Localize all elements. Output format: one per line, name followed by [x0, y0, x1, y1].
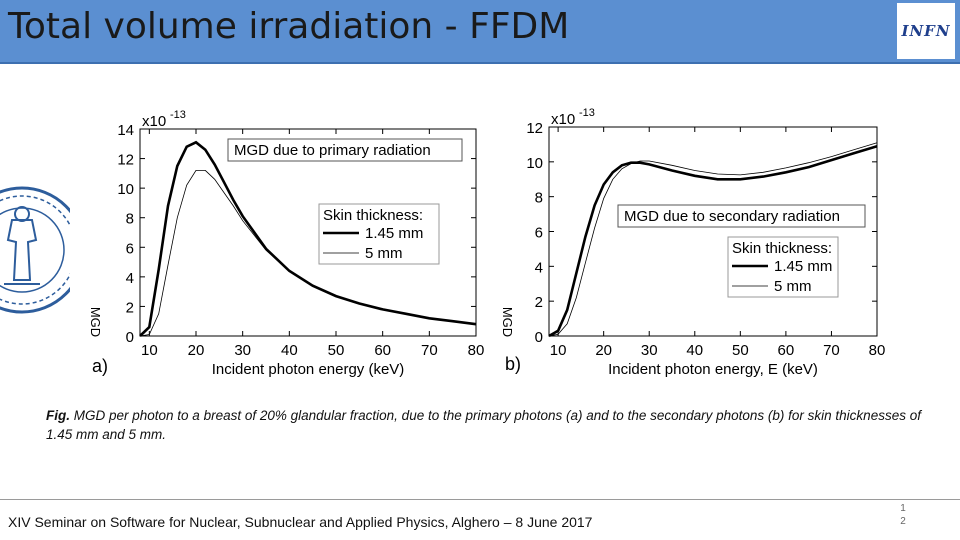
- c1-x-tick-label: 80: [869, 342, 886, 359]
- c1-x-axis-label: Incident photon energy, E (keV): [608, 361, 818, 378]
- c0-y-tick-label: 2: [126, 299, 134, 316]
- c0-y-tick-label: 8: [126, 211, 134, 228]
- page-number: 1 2: [898, 502, 908, 528]
- chart-primary-radiation: 0 2 4 6 8 10 12 14 10 20 30 40 50 60 70 80 x10 -13 MGD Inci…: [85, 100, 495, 390]
- c1-multiplier-exponent: -13: [579, 107, 595, 119]
- c0-y-tick-label: 12: [117, 152, 134, 169]
- c1-x-tick-label: 30: [641, 342, 658, 359]
- c1-y-tick-label: 8: [535, 190, 543, 207]
- c0-x-axis-label: Incident photon energy (keV): [212, 361, 405, 378]
- caption-text: MGD per photon to a breast of 20% glandu…: [46, 408, 921, 442]
- c0-legend-entry-1: 5 mm: [365, 245, 403, 262]
- c1-y-tick-label: 2: [535, 294, 543, 311]
- c1-legend-entry-0: 1.45 mm: [774, 258, 832, 275]
- c1-y-tick-label: 6: [535, 225, 543, 242]
- c0-panel-label: a): [92, 356, 108, 376]
- c1-y-tick-label: 0: [535, 329, 543, 346]
- c0-y-tick-label: 4: [126, 270, 134, 287]
- c1-x-tick-label: 10: [550, 342, 567, 359]
- c0-y-tick-label: 14: [117, 122, 134, 139]
- c1-panel-label: b): [505, 354, 521, 374]
- logo-text: INFN: [901, 22, 951, 40]
- university-seal-icon: [0, 186, 70, 314]
- c0-plot-frame: [139, 128, 477, 337]
- c0-x-tick-label: 30: [234, 342, 251, 359]
- c1-y-tick-label: 12: [526, 120, 543, 137]
- c0-y-axis-label: MGD: [88, 307, 103, 337]
- c1-x-tick-label: 70: [823, 342, 840, 359]
- c1-y-tick-label: 4: [535, 259, 543, 276]
- c0-x-tick-label: 20: [188, 342, 205, 359]
- c1-legend-entry-1: 5 mm: [774, 278, 812, 295]
- c0-box-label-text: MGD due to primary radiation: [234, 142, 431, 159]
- c0-y-tick-label: 6: [126, 240, 134, 257]
- c0-legend-title: Skin thickness:: [323, 207, 423, 224]
- c1-plot-frame: [548, 126, 878, 337]
- c0-x-tick-label: 60: [374, 342, 391, 359]
- footer-divider: [0, 499, 960, 500]
- c0-multiplier-exponent: -13: [170, 109, 186, 121]
- c0-legend-entry-0: 1.45 mm: [365, 225, 423, 242]
- c1-box-label-frame: [617, 204, 866, 228]
- c0-x-tick-label: 80: [468, 342, 485, 359]
- c0-x-tick-label: 50: [328, 342, 345, 359]
- slide-title: Total volume irradiation - FFDM: [8, 6, 570, 47]
- c1-multiplier-label: x10: [551, 111, 575, 128]
- page-number-line2: 2: [900, 516, 906, 527]
- c0-y-tick-label: 0: [126, 329, 134, 346]
- c1-x-tick-label: 60: [778, 342, 795, 359]
- c1-x-tick-label: 50: [732, 342, 749, 359]
- c0-y-tick-label: 10: [117, 181, 134, 198]
- c0-x-tick-label: 70: [421, 342, 438, 359]
- c1-legend-title: Skin thickness:: [732, 240, 832, 257]
- c0-series-line-1: [139, 170, 477, 337]
- c0-x-tick-label: 40: [281, 342, 298, 359]
- chart-secondary-radiation: 0 2 4 6 8 10 12 10 20 30 40 50 60 70 80 x10 -13 MGD Incide…: [495, 100, 905, 390]
- c1-x-tick-label: 20: [595, 342, 612, 359]
- infn-logo: INFN: [897, 3, 955, 59]
- caption-label: Fig.: [46, 408, 70, 423]
- footer-text: XIV Seminar on Software for Nuclear, Sub…: [8, 514, 593, 530]
- chart-secondary-svg: 0 2 4 6 8 10 12 10 20 30 40 50 60 70 80 x10 -13 MGD Incide…: [500, 107, 886, 378]
- chart-primary-svg: 0 2 4 6 8 10 12 14 10 20 30 40 50 60 70 80 x10 -13 MGD Inci…: [88, 109, 485, 378]
- c0-multiplier-label: x10: [142, 113, 166, 130]
- c1-y-axis-label: MGD: [500, 307, 515, 337]
- c1-series-line-1: [548, 142, 878, 337]
- c1-y-tick-label: 10: [526, 155, 543, 172]
- c0-box-label-frame: [227, 138, 463, 162]
- c0-x-tick-label: 10: [141, 342, 158, 359]
- c1-box-label-text: MGD due to secondary radiation: [624, 208, 840, 225]
- page-number-line1: 1: [900, 503, 906, 514]
- c1-series-line-0: [548, 144, 878, 338]
- figure-caption: Fig. MGD per photon to a breast of 20% g…: [46, 406, 926, 444]
- title-bar: Total volume irradiation - FFDM INFN: [0, 0, 960, 64]
- c1-x-tick-label: 40: [686, 342, 703, 359]
